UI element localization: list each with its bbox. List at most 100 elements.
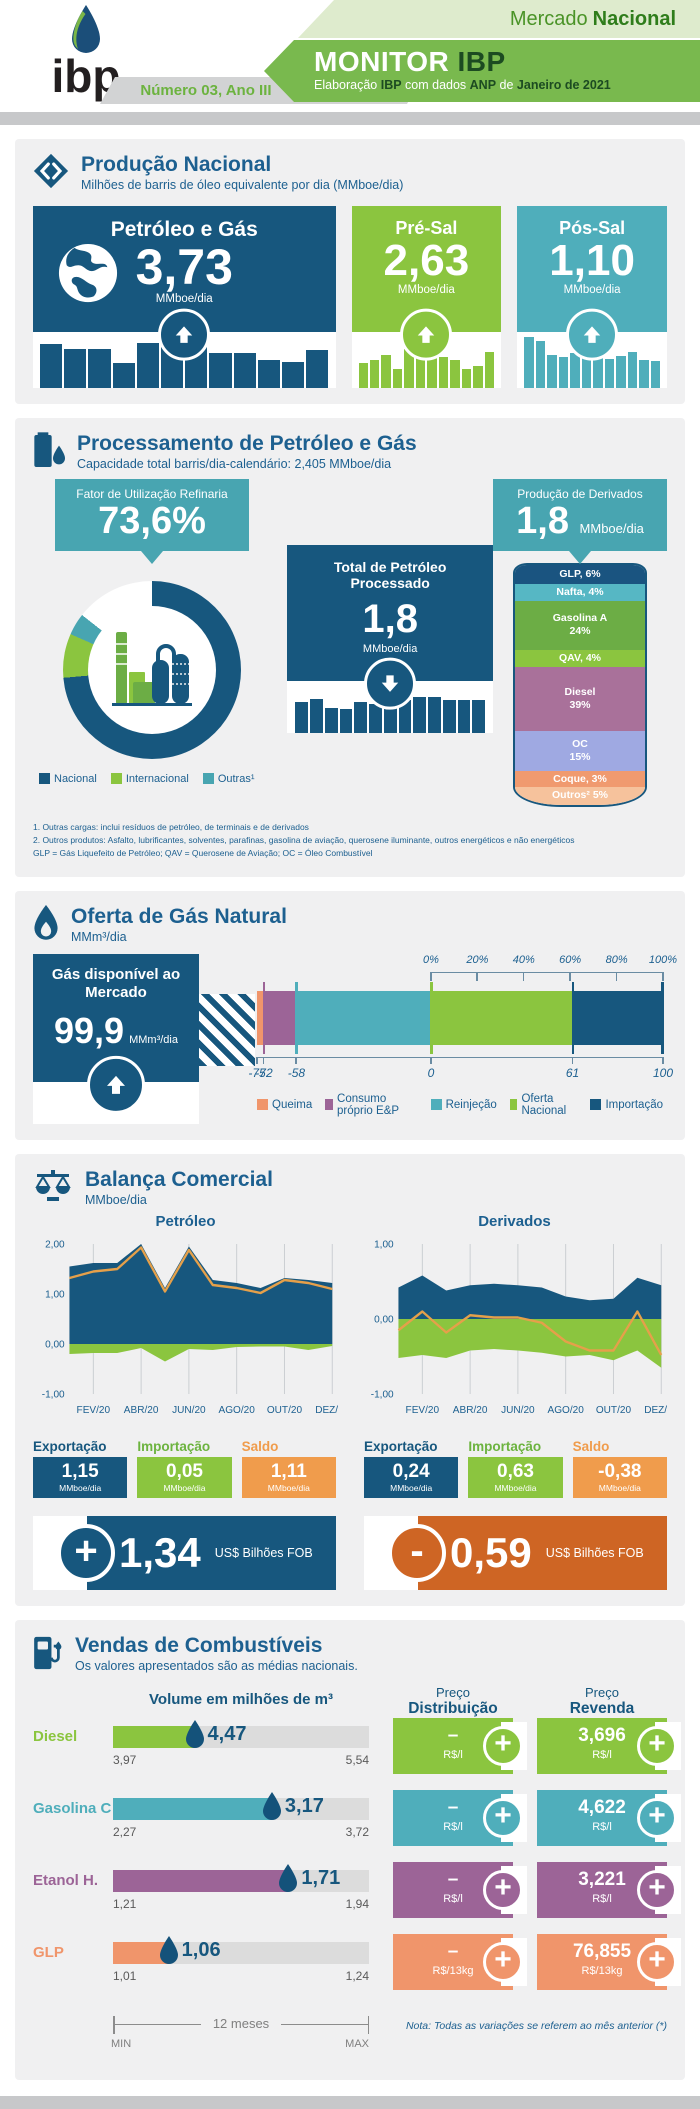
chart-bar: [604, 358, 615, 389]
svg-text:AGO/20: AGO/20: [548, 1405, 585, 1416]
gas-available-box: Gás disponível ao Mercado 99,9 MMm³/dia: [33, 953, 199, 1114]
hatch-connector: [199, 993, 255, 1066]
chart-bar: [354, 702, 368, 734]
etanol-distribution-price: – R$/l +: [393, 1861, 527, 1934]
plus-button[interactable]: +: [483, 1725, 523, 1766]
bracket-tick: [615, 971, 618, 981]
fuel-fill: [113, 1725, 195, 1748]
barrel-segment: Gasolina A 24%: [515, 600, 645, 650]
fuel-range-bar: 1,06 1,01 1,24: [113, 1935, 369, 1983]
minus-sign-icon: -: [388, 1523, 446, 1582]
issue-label: Número 03, Ano III: [140, 82, 272, 99]
chart-bar: [415, 343, 426, 389]
legend-swatch: [257, 1099, 268, 1111]
utilization-callout: Fator de Utilização Refinaria 73,6%: [55, 479, 249, 551]
card-value: 2,63: [383, 236, 470, 286]
card-value: 3,73: [135, 239, 233, 296]
page-subtitle: Elaboração IBP com dados ANP de Janeiro …: [314, 78, 611, 93]
legend-swatch: [39, 773, 50, 785]
barrel-segment: OC 15%: [515, 730, 645, 772]
bracket-tick: [476, 971, 478, 981]
fuel-fill: [113, 1941, 169, 1964]
plus-button[interactable]: +: [637, 1797, 677, 1838]
refinery-utilization-block: Fator de Utilização Refinaria 73,6%: [33, 479, 287, 807]
scale-label: 12 meses: [113, 2015, 369, 2031]
processed-value: 1,8: [362, 597, 418, 642]
gas-segment: [572, 990, 663, 1045]
derivatives-value: 1,8 MMboe/dia: [516, 500, 644, 543]
nota-text: Nota: Todas as variações se referem ao m…: [405, 2019, 667, 2032]
legend-item: Oferta Nacional: [509, 1093, 578, 1117]
chart-bar: [535, 340, 546, 389]
plus-button[interactable]: +: [637, 1941, 677, 1982]
diesel-revenda-price: 3,696 R$/l +: [537, 1717, 681, 1790]
up-arrow-icon: [400, 308, 453, 361]
card-label: Petróleo e Gás: [110, 218, 258, 242]
gas-box-value: 99,9: [54, 1009, 125, 1051]
barrel-segment: Diesel 39%: [515, 666, 645, 731]
chart-bar: [306, 350, 329, 389]
fuel-value: 3,17: [284, 1794, 324, 1817]
fob-value: 0,59: [450, 1528, 532, 1576]
legend-item: Importação: [590, 1093, 663, 1117]
header-divider: [0, 112, 700, 125]
import-summary: Importação 0,05 MMboe/dia: [137, 1439, 232, 1498]
barrel-segment: GLP, 6%: [515, 564, 645, 584]
saldo-summary: Saldo -0,38 MMboe/dia: [572, 1439, 667, 1498]
fob-value: 1,34: [119, 1528, 201, 1576]
scale-max: MAX: [345, 2037, 369, 2050]
percent-label: 80%: [605, 953, 628, 966]
ibp-drop-icon: [72, 5, 100, 53]
plus-button[interactable]: +: [637, 1725, 677, 1766]
plus-button[interactable]: +: [483, 1941, 523, 1982]
bracket-tick: [522, 971, 525, 981]
svg-text:FEV/20: FEV/20: [406, 1405, 440, 1416]
derivados-chart-block: Derivados 1,00 0,00 -1,00 FEV/20 ABR/20 JUN/2…: [362, 1213, 679, 1435]
svg-text:-1,00: -1,00: [371, 1389, 394, 1400]
derivatives-callout: Produção de Derivados 1,8 MMboe/dia: [493, 479, 667, 551]
derivatives-block: Produção de Derivados 1,8 MMboe/dia GLP,…: [493, 479, 667, 807]
legend-item: Consumo próprio E&P: [325, 1093, 417, 1117]
up-arrow-icon: [566, 308, 619, 361]
legend-item: Internacional: [110, 773, 189, 785]
barrel-segment: Outros² 5%: [515, 787, 645, 805]
card-unit: MMboe/dia: [155, 293, 213, 306]
gas-segment: [296, 990, 431, 1045]
fuel-min: 2,27: [113, 1824, 137, 1839]
axis-label: 0: [427, 1065, 435, 1080]
chart-bar: [392, 368, 403, 389]
section-subtitle: MMm³/dia: [71, 929, 127, 944]
chart-bar: [398, 699, 412, 734]
svg-text:0,00: 0,00: [374, 1314, 394, 1325]
chart-bar: [209, 353, 232, 389]
derivatives-label: Produção de Derivados: [517, 487, 643, 502]
section-subtitle: Os valores apresentados são as médias na…: [75, 1658, 358, 1673]
fuel-max: 5,54: [345, 1752, 369, 1767]
drop-marker-icon: [262, 1791, 281, 1820]
chart-bar: [581, 353, 592, 389]
footnote: 2. Outros produtos: Asfalto, lubrificant…: [33, 835, 575, 846]
fuel-min: 1,21: [113, 1896, 137, 1911]
plus-button[interactable]: +: [483, 1797, 523, 1838]
chart-bar: [627, 351, 638, 389]
plus-button[interactable]: +: [637, 1869, 677, 1910]
gas-segment: [263, 990, 297, 1045]
percent-label: 60%: [559, 953, 582, 966]
fuel-range-bar: 1,71 1,21 1,94: [113, 1863, 369, 1911]
legend-swatch: [430, 1099, 442, 1111]
barrel-segment: Nafta, 4%: [515, 583, 645, 601]
percent-label: 20%: [466, 953, 489, 966]
legend-swatch: [110, 773, 122, 785]
card-unit: MMboe/dia: [397, 283, 455, 296]
plus-button[interactable]: +: [483, 1869, 523, 1910]
chart-bar: [324, 708, 338, 734]
chart-bar: [472, 699, 486, 734]
section-gas-natural: Oferta de Gás Natural MMm³/dia Gás dispo…: [15, 890, 685, 1140]
legend-swatch: [590, 1099, 602, 1111]
scales-icon: [35, 1169, 71, 1201]
derivados-area-chart: 1,00 0,00 -1,00 FEV/20 ABR/20 JUN/20 AGO/20 OUT…: [371, 1239, 679, 1416]
svg-text:ABR/20: ABR/20: [124, 1405, 159, 1416]
fuel-row-etanol: Etanol H. 1,71 1,21 1,94: [33, 1862, 369, 1934]
production-cards: Petróleo e Gás 3,73 MMboe/dia Pré-Sal 2,…: [33, 206, 667, 389]
chart-bar: [558, 357, 569, 389]
